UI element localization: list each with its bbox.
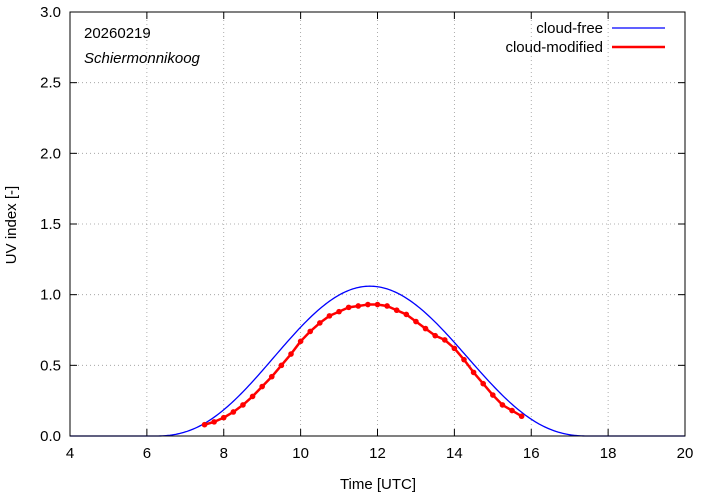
cloud-modified-point [441,337,448,343]
cloud-modified-point [297,338,304,345]
cloud-modified-point [259,383,265,390]
y-tick-label: 1.5 [40,216,61,233]
cloud-modified-point [490,392,496,398]
cloud-modified-point [480,380,487,387]
axis-ticks: 4 6 8 10 12 14 16 18 20 0.0 0.5 1.0 1.5 2.0 2.5 3.0 [40,4,693,462]
y-tick-label: 2.0 [40,145,61,162]
x-tick-label: 8 [220,445,228,462]
x-tick-label: 20 [677,445,694,462]
cloud-modified-point [365,301,371,308]
location-label: Schiermonnikoog [84,50,201,67]
cloud-modified-point [509,407,515,414]
cloud-modified-point [278,362,285,369]
cloud-modified-point [403,311,410,318]
cloud-modified-line [204,303,523,426]
cloud-modified-point [451,345,458,352]
y-tick-label: 1.0 [40,287,61,304]
cloud-modified-point [422,325,429,332]
plot-frame [69,11,686,437]
cloud-modified-point [249,393,256,400]
y-tick-label: 0.0 [40,428,61,445]
x-tick-label: 4 [66,445,74,462]
cloud-modified-point [384,303,390,309]
cloud-modified-point [393,307,400,314]
x-tick-label: 10 [292,445,309,462]
y-tick-label: 0.5 [40,357,61,374]
cloud-modified-point [336,308,342,315]
cloud-modified-point [201,421,208,428]
y-axis-label: UV index [-] [3,186,20,264]
cloud-modified-point [355,303,362,309]
cloud-modified-point [220,414,227,421]
cloud-modified-point [317,320,323,326]
cloud-modified-point [345,304,352,311]
cloud-modified-point [461,356,467,363]
y-tick-label: 3.0 [40,4,61,21]
cloud-modified-point [326,313,333,319]
legend-label-cloud-modified: cloud-modified [505,39,603,56]
cloud-modified-point [211,419,217,425]
date-label: 20260219 [84,25,151,42]
x-tick-label: 16 [523,445,540,462]
cloud-modified-point [288,351,294,357]
cloud-modified-point [307,328,314,335]
cloud-modified-point [240,402,246,408]
grid-lines [70,12,685,436]
legend-label-cloud-free: cloud-free [536,20,603,37]
cloud-modified-point [413,318,419,325]
x-tick-label: 14 [446,445,463,462]
x-tick-label: 6 [143,445,151,462]
x-tick-label: 18 [600,445,617,462]
cloud-modified-point [268,373,275,380]
cloud-modified-point [470,369,477,376]
cloud-modified-point [374,301,381,308]
y-tick-label: 2.5 [40,75,61,92]
cloud-modified-point [499,402,506,408]
x-tick-label: 12 [369,445,386,462]
legend: cloud-free cloud-modified [505,20,665,56]
cloud-modified-point [518,413,525,420]
cloud-modified-point [432,332,438,339]
cloud-modified-point [230,409,237,415]
x-axis-label: Time [UTC] [340,476,416,493]
